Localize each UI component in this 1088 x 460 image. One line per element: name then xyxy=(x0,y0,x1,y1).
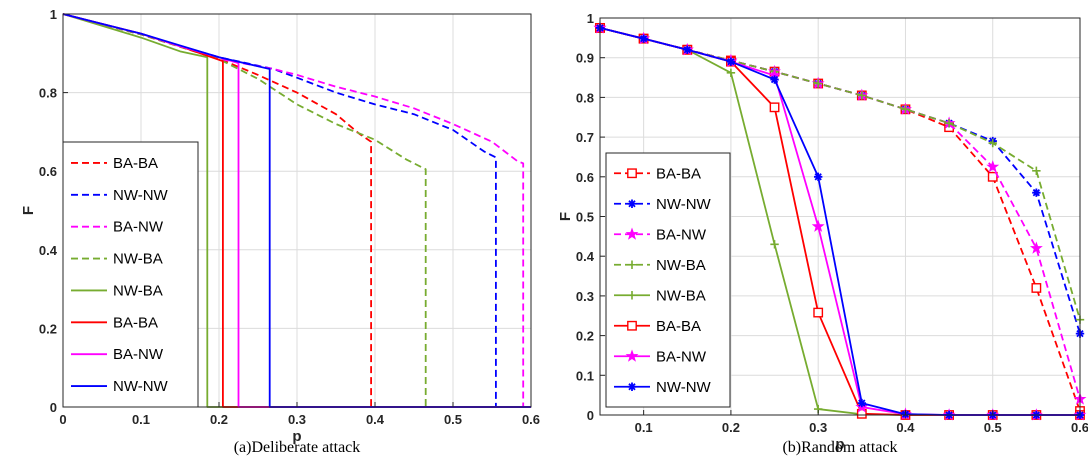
x-tick-label: 0.4 xyxy=(896,420,915,435)
x-axis-label: p xyxy=(292,428,301,445)
y-tick-label: 0.2 xyxy=(576,329,594,344)
legend-entry: NW-NW xyxy=(656,196,712,213)
y-tick-label: 0.1 xyxy=(576,368,594,383)
y-tick-label: 0.5 xyxy=(576,210,594,225)
series-marker xyxy=(813,172,823,181)
legend-entry: NW-BA xyxy=(656,287,706,304)
series-marker xyxy=(811,219,825,232)
x-tick-label: 0.2 xyxy=(210,412,228,427)
y-tick-label: 1 xyxy=(50,7,57,22)
legend-entry: NW-NW xyxy=(113,187,169,204)
series-marker xyxy=(1032,188,1041,197)
chart-deliberate-attack: 0 0.1 0.2 0.3 0.4 0.5 0.6 0 0.2 0.4 0.6 0.8 1 p F BA-BA… xyxy=(20,7,540,445)
series-marker xyxy=(987,171,998,182)
y-axis-label: F xyxy=(20,206,37,215)
x-tick-label: 0.1 xyxy=(132,412,150,427)
legend-entry: NW-BA xyxy=(113,251,163,268)
legend-entry: BA-NW xyxy=(113,346,164,363)
series-marker xyxy=(988,138,997,148)
series-marker xyxy=(813,307,824,318)
ticks: 0.1 0.2 0.3 0.4 0.5 0.6 0 0.1 0.2 0.3 0.4 0.5 0.6 0.7… xyxy=(576,11,1088,435)
x-tick-label: 0.5 xyxy=(984,420,1002,435)
series-marker xyxy=(986,160,1000,173)
legend-entry: BA-NW xyxy=(656,226,707,243)
series-marker xyxy=(857,398,867,408)
x-tick-label: 0.4 xyxy=(366,412,385,427)
legend-entry: BA-BA xyxy=(113,314,158,331)
y-tick-label: 0.4 xyxy=(39,243,58,258)
chart-caption: (b)Random attack xyxy=(782,439,897,456)
series-marker xyxy=(944,119,954,128)
legend: BA-BA NW-NW BA-NW NW-BA NW-BA BA-BA BA-NW NW-NW xyxy=(605,152,731,408)
series-marker xyxy=(769,102,780,113)
series-marker xyxy=(770,75,779,84)
legend-entry: NW-BA xyxy=(113,282,163,299)
y-axis-label: F xyxy=(557,212,574,221)
series-marker xyxy=(770,240,779,249)
series-line xyxy=(62,13,531,408)
legend-entry: NW-NW xyxy=(656,379,712,396)
series-marker xyxy=(726,57,736,66)
chart-random-attack: 0.1 0.2 0.3 0.4 0.5 0.6 0 0.1 0.2 0.3 0.4 0.5 0.6 0.7… xyxy=(557,11,1088,453)
y-tick-label: 0 xyxy=(587,408,594,423)
y-tick-label: 0 xyxy=(50,400,57,415)
y-tick-label: 0.6 xyxy=(39,164,57,179)
legend-entry: BA-NW xyxy=(113,219,164,236)
y-tick-label: 1 xyxy=(587,11,594,26)
y-tick-label: 0.3 xyxy=(576,289,594,304)
y-tick-label: 0.9 xyxy=(576,51,594,66)
legend-marker xyxy=(627,382,637,391)
series-marker xyxy=(857,91,867,100)
legend-marker xyxy=(627,199,637,208)
legend-marker xyxy=(627,291,637,300)
y-tick-label: 0.8 xyxy=(39,86,57,101)
series-marker xyxy=(726,68,736,77)
legend-marker xyxy=(625,227,639,240)
x-tick-label: 0.1 xyxy=(635,420,653,435)
legend-box xyxy=(605,152,731,408)
x-tick-label: 0.5 xyxy=(444,412,462,427)
legend-marker xyxy=(627,168,637,179)
x-tick-label: 0.6 xyxy=(522,412,540,427)
series-marker xyxy=(1029,241,1043,254)
x-axis-label: p xyxy=(835,436,844,453)
legend-entry: NW-BA xyxy=(656,257,706,274)
y-tick-label: 0.7 xyxy=(576,130,594,145)
legend-entry: BA-BA xyxy=(656,165,701,182)
series-marker xyxy=(1031,283,1042,293)
y-tick-label: 0.8 xyxy=(576,90,594,105)
x-tick-label: 0 xyxy=(59,412,66,427)
legend-entry: BA-BA xyxy=(113,155,158,172)
legend-box xyxy=(62,141,199,408)
legend-marker xyxy=(627,320,637,331)
y-tick-label: 0.6 xyxy=(576,170,594,185)
y-tick-label: 0.2 xyxy=(39,321,57,336)
x-tick-label: 0.2 xyxy=(722,420,740,435)
legend-entry: BA-NW xyxy=(656,348,707,365)
series-line xyxy=(62,13,531,408)
legend-entry: BA-BA xyxy=(656,318,701,335)
legend-marker xyxy=(625,349,639,362)
chart-caption: (a)Deliberate attack xyxy=(234,439,361,456)
series-marker xyxy=(639,34,648,43)
x-tick-label: 0.3 xyxy=(288,412,306,427)
legend-marker xyxy=(627,260,637,269)
series-marker xyxy=(813,79,823,88)
series-marker xyxy=(683,45,692,54)
y-tick-label: 0.4 xyxy=(576,249,595,264)
x-tick-label: 0.6 xyxy=(1071,420,1088,435)
legend-entry: NW-NW xyxy=(113,378,169,395)
series-marker xyxy=(1032,166,1041,176)
legend: BA-BA NW-NW BA-NW NW-BA NW-BA BA-BA BA-NW NW-NW xyxy=(62,141,199,408)
x-tick-label: 0.3 xyxy=(809,420,827,435)
series-marker xyxy=(901,105,910,114)
